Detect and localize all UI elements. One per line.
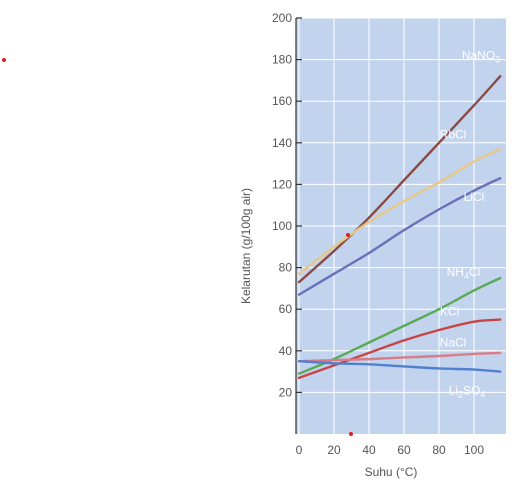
series-labels: NaNO3 RbCl LiCl NH4Cl KCl NaCl Li2SO4	[440, 49, 501, 400]
x-axis-title: Suhu (°C)	[365, 465, 418, 479]
series-label: RbCl	[440, 128, 467, 142]
y-tick-label: 40	[279, 344, 293, 358]
grid-lines	[296, 17, 506, 434]
y-axis-title: Kelarutan (g/100g air)	[239, 188, 253, 304]
y-tick-label: 120	[272, 177, 292, 191]
annotation-dot	[346, 233, 350, 237]
series-label: LiCl	[464, 190, 485, 204]
x-tick-label: 40	[362, 443, 376, 457]
y-tick-label: 180	[272, 53, 292, 67]
y-tick-label: 140	[272, 136, 292, 150]
annotation-dot	[2, 58, 6, 62]
y-tick-label: 160	[272, 94, 292, 108]
series-line	[297, 176, 502, 296]
series-line	[297, 318, 502, 380]
series-label: Li2SO4	[449, 383, 486, 399]
series-line	[297, 360, 502, 373]
y-tick-label: 60	[279, 302, 293, 316]
solubility-chart-svg: NaNO3 RbCl LiCl NH4Cl KCl NaCl Li2SO4 20 40 60 80…	[239, 11, 506, 479]
series-lines	[297, 75, 502, 380]
y-tick-label: 200	[272, 11, 292, 25]
axes	[295, 17, 302, 434]
series-line	[297, 351, 502, 363]
x-tick-label: 20	[327, 443, 341, 457]
y-tick-label: 80	[279, 261, 293, 275]
x-tick-label: 60	[397, 443, 411, 457]
series-label: NH4Cl	[447, 265, 481, 281]
series-line	[297, 75, 502, 284]
annotation-dot	[349, 432, 353, 436]
series-line	[297, 147, 502, 276]
series-label: NaCl	[440, 336, 467, 350]
series-label: KCl	[440, 304, 459, 318]
x-tick-label: 100	[464, 443, 484, 457]
y-tick-label: 20	[279, 385, 293, 399]
x-tick-label: 0	[296, 443, 303, 457]
series-label: NaNO3	[462, 49, 500, 65]
x-tick-label: 80	[432, 443, 446, 457]
y-tick-label: 100	[272, 219, 292, 233]
tick-labels: 20 40 60 80 100 120 140 160 180 200 0 20 40 60 80 100	[272, 11, 484, 457]
solubility-chart: NaNO3 RbCl LiCl NH4Cl KCl NaCl Li2SO4 20 40 60 80…	[224, 0, 514, 487]
